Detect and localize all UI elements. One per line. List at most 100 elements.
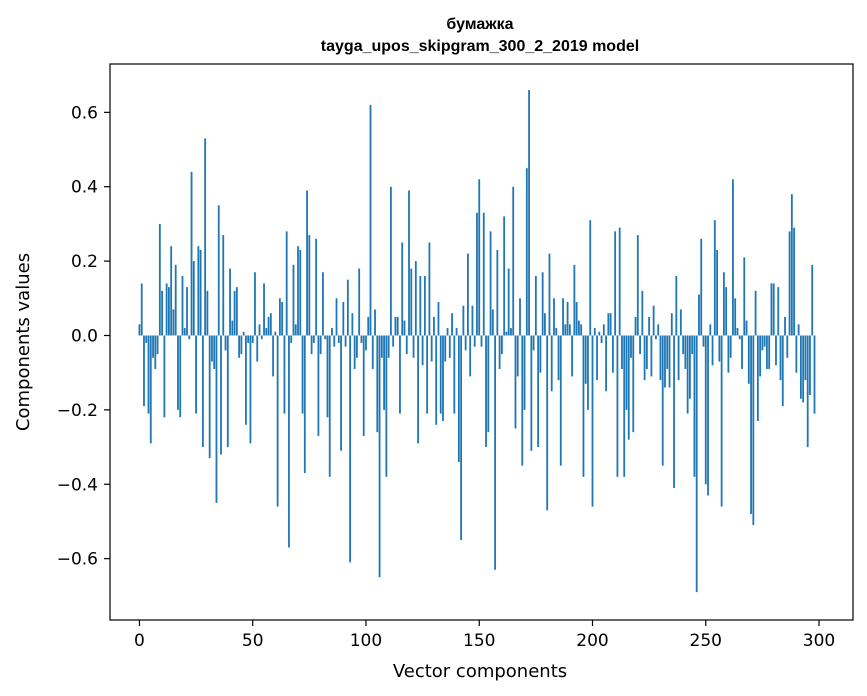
bar bbox=[285, 231, 288, 336]
bar bbox=[761, 335, 764, 351]
bar bbox=[709, 324, 712, 336]
bar bbox=[496, 249, 499, 336]
bar bbox=[548, 253, 551, 336]
bar bbox=[568, 324, 571, 336]
bar bbox=[394, 316, 397, 336]
bar bbox=[489, 231, 492, 336]
bar bbox=[711, 335, 714, 366]
bar bbox=[716, 249, 718, 336]
y-tick-label: 0.2 bbox=[71, 252, 98, 272]
bar bbox=[670, 313, 673, 336]
bar bbox=[204, 138, 207, 336]
bar bbox=[446, 328, 449, 336]
bar bbox=[677, 335, 680, 381]
bar bbox=[664, 335, 666, 388]
bar bbox=[713, 220, 716, 336]
bar bbox=[679, 309, 682, 336]
bar bbox=[605, 335, 607, 392]
bar bbox=[188, 335, 191, 340]
bar bbox=[351, 313, 354, 336]
bar bbox=[602, 324, 605, 336]
bar bbox=[813, 335, 816, 414]
bar bbox=[650, 335, 653, 377]
y-tick-label: −0.4 bbox=[57, 475, 98, 495]
bar bbox=[199, 249, 202, 336]
bar bbox=[530, 335, 533, 451]
bar bbox=[759, 335, 762, 377]
bar bbox=[401, 242, 404, 336]
bar bbox=[725, 287, 728, 336]
bar bbox=[507, 268, 510, 336]
bar bbox=[451, 313, 453, 336]
bar bbox=[738, 335, 741, 340]
bar bbox=[385, 335, 388, 477]
bar bbox=[310, 335, 313, 355]
bar bbox=[634, 316, 637, 336]
bar bbox=[525, 168, 528, 336]
bar bbox=[799, 335, 802, 399]
bar bbox=[632, 335, 635, 433]
bar bbox=[201, 335, 204, 448]
bar bbox=[521, 335, 524, 466]
bar bbox=[340, 335, 342, 451]
bar bbox=[145, 335, 148, 343]
bar bbox=[566, 302, 569, 336]
bar bbox=[747, 335, 750, 384]
bar bbox=[437, 302, 440, 336]
bar bbox=[297, 246, 299, 336]
bar bbox=[598, 331, 601, 336]
bar bbox=[485, 335, 487, 448]
bar bbox=[809, 335, 811, 395]
bar bbox=[167, 287, 170, 336]
bar bbox=[161, 290, 164, 336]
bar bbox=[736, 328, 739, 336]
bar bbox=[312, 335, 315, 343]
bar bbox=[684, 335, 687, 369]
bar bbox=[593, 328, 596, 336]
bar bbox=[675, 275, 678, 336]
bar bbox=[557, 335, 560, 381]
bar bbox=[156, 335, 159, 355]
bar bbox=[238, 335, 241, 358]
bar bbox=[392, 335, 395, 347]
bar bbox=[621, 335, 623, 369]
bar bbox=[190, 171, 193, 336]
bar bbox=[473, 335, 476, 347]
bar bbox=[462, 305, 465, 336]
bar bbox=[766, 335, 768, 369]
bar bbox=[138, 324, 141, 336]
bar bbox=[682, 335, 685, 355]
bar bbox=[702, 335, 705, 347]
bar bbox=[303, 335, 306, 474]
bar bbox=[478, 179, 481, 336]
bar bbox=[571, 335, 574, 377]
bar bbox=[281, 302, 284, 336]
bar bbox=[668, 335, 671, 388]
bar bbox=[616, 335, 619, 477]
y-tick-label: 0.6 bbox=[71, 103, 98, 123]
bar bbox=[353, 335, 356, 369]
x-tick-label: 0 bbox=[134, 631, 145, 651]
bar bbox=[550, 335, 553, 392]
bar bbox=[519, 298, 521, 336]
bar bbox=[265, 328, 268, 336]
bar bbox=[331, 328, 333, 336]
bar bbox=[306, 190, 308, 336]
bar bbox=[795, 335, 798, 373]
bar bbox=[226, 335, 229, 448]
bar bbox=[417, 335, 419, 444]
bar bbox=[514, 335, 517, 429]
bar bbox=[211, 335, 213, 362]
bar bbox=[532, 335, 535, 351]
bar bbox=[426, 335, 429, 414]
bar bbox=[172, 309, 175, 336]
bar bbox=[208, 335, 211, 459]
bar bbox=[772, 283, 775, 336]
bar bbox=[158, 223, 161, 336]
bar bbox=[152, 335, 154, 358]
bar bbox=[165, 283, 168, 336]
bar bbox=[528, 90, 530, 336]
bar bbox=[476, 212, 478, 336]
bar bbox=[544, 313, 546, 336]
